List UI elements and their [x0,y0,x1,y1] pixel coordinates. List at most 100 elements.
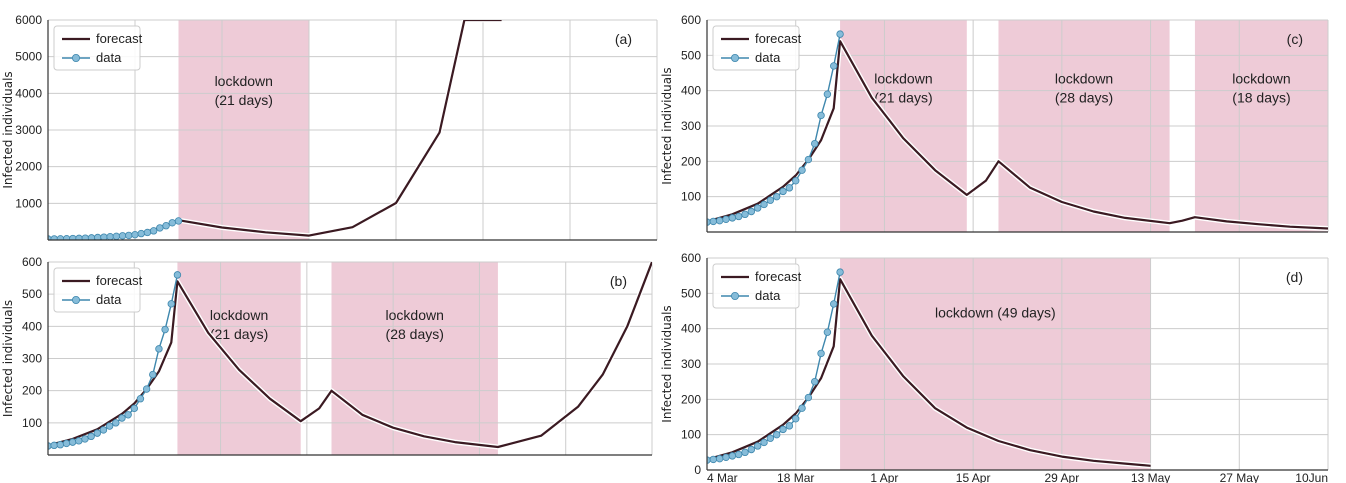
x-tick-label: 18 Mar [777,471,814,483]
data-point [804,155,813,164]
data-point [823,90,832,98]
data-point [709,455,718,464]
data-point [125,231,133,240]
y-tick-label: 2000 [15,160,42,174]
data-point [715,216,724,225]
data-point [811,377,819,386]
data-point [149,227,158,235]
lockdown-label: lockdown [874,71,932,87]
data-point [741,210,749,219]
panel-d: lockdown (49 days) 0 100 200 300 400 500 600 4 M… [660,251,1329,483]
lockdown-label: lockdown [210,307,268,323]
plot-area [707,30,1328,231]
y-tick-label: 200 [681,392,701,406]
data-point [785,422,794,430]
panel-c: lockdown (21 days) lockdown (28 days) lockdo… [660,13,1329,233]
legend-data-label: data [96,50,122,65]
data-point [118,414,126,422]
y-tick-label: 400 [22,319,42,333]
data-point [753,442,762,450]
data-point [106,233,114,240]
y-tick-label: 0 [694,463,701,477]
y-tick-label: 300 [22,352,42,366]
lockdown-label: lockdown [1232,71,1290,87]
plot-area [48,262,652,450]
data-point [155,345,163,353]
data-point [722,453,730,461]
y-axis-label: Infected individuals [1,300,15,417]
data-point [87,432,95,441]
y-tick-label: 500 [681,48,701,62]
data-point [162,221,170,230]
legend-data-swatch-marker [731,291,740,300]
y-tick-label: 100 [681,428,701,442]
y-tick-label: 3000 [15,123,42,137]
panel-label: (a) [615,31,632,47]
data-point [131,230,139,239]
data-point [143,228,152,237]
data-point [773,430,781,439]
panel-label: (d) [1286,269,1303,285]
data-point [137,229,145,238]
data-point [836,268,844,276]
data-point [75,234,83,240]
data-point [93,429,102,437]
data-point [811,139,819,148]
forecast-line [48,262,652,449]
y-tick-label: 600 [681,13,701,27]
data-point [161,325,169,334]
data-point [715,454,724,463]
lockdown-duration: (28 days) [386,326,444,342]
y-axis-label: Infected individuals [660,67,674,184]
y-tick-label: 300 [681,119,701,133]
data-point [734,212,743,221]
data-point [118,232,127,240]
data-point [747,445,756,454]
data-point [50,441,58,450]
panel-b: lockdown (21 days) lockdown (28 days) 100 200… [1,255,653,456]
data-point [817,349,825,358]
y-tick-label: 6000 [15,13,42,27]
x-tick-label: 29 Apr [1045,471,1080,483]
data-point [836,30,844,38]
data-point [112,419,120,427]
data-point [792,415,800,423]
forecast-line [707,40,1328,230]
data-point [173,271,182,279]
data-point [156,224,164,232]
lockdown-duration: (28 days) [1055,90,1113,106]
legend-data-swatch-marker [72,295,81,304]
data-point [798,404,806,412]
lockdown-duration: (21 days) [210,326,268,342]
data-point [747,207,756,216]
data-point [785,184,794,192]
data-point [56,235,65,240]
data-point [81,435,89,443]
data-point [167,300,175,308]
panel-label: (c) [1287,31,1303,47]
legend-data-label: data [755,50,781,65]
data-point [823,328,832,336]
x-tick-label: 15 Apr [956,471,991,483]
legend-data-swatch-marker [731,54,740,63]
x-tick-label: 13 May [1131,471,1170,483]
data-point [773,192,781,201]
y-tick-label: 200 [681,154,701,168]
data-point [830,62,838,70]
data-point [56,441,65,449]
lockdown-duration: (18 days) [1232,90,1290,106]
lockdown-label: lockdown [386,307,444,323]
x-tick-label: 4 Mar [707,471,738,483]
lockdown-label: lockdown [1055,71,1113,87]
y-axis-label: Infected individuals [1,71,15,188]
data-point [779,187,787,196]
lockdown-label: lockdown [215,73,273,89]
data-point [168,219,176,227]
data-point [124,411,132,419]
y-tick-label: 100 [681,190,701,204]
data-point [804,393,813,402]
y-axis-label: Infected individuals [660,305,674,422]
data-point [112,232,121,240]
legend-data-label: data [96,292,122,307]
